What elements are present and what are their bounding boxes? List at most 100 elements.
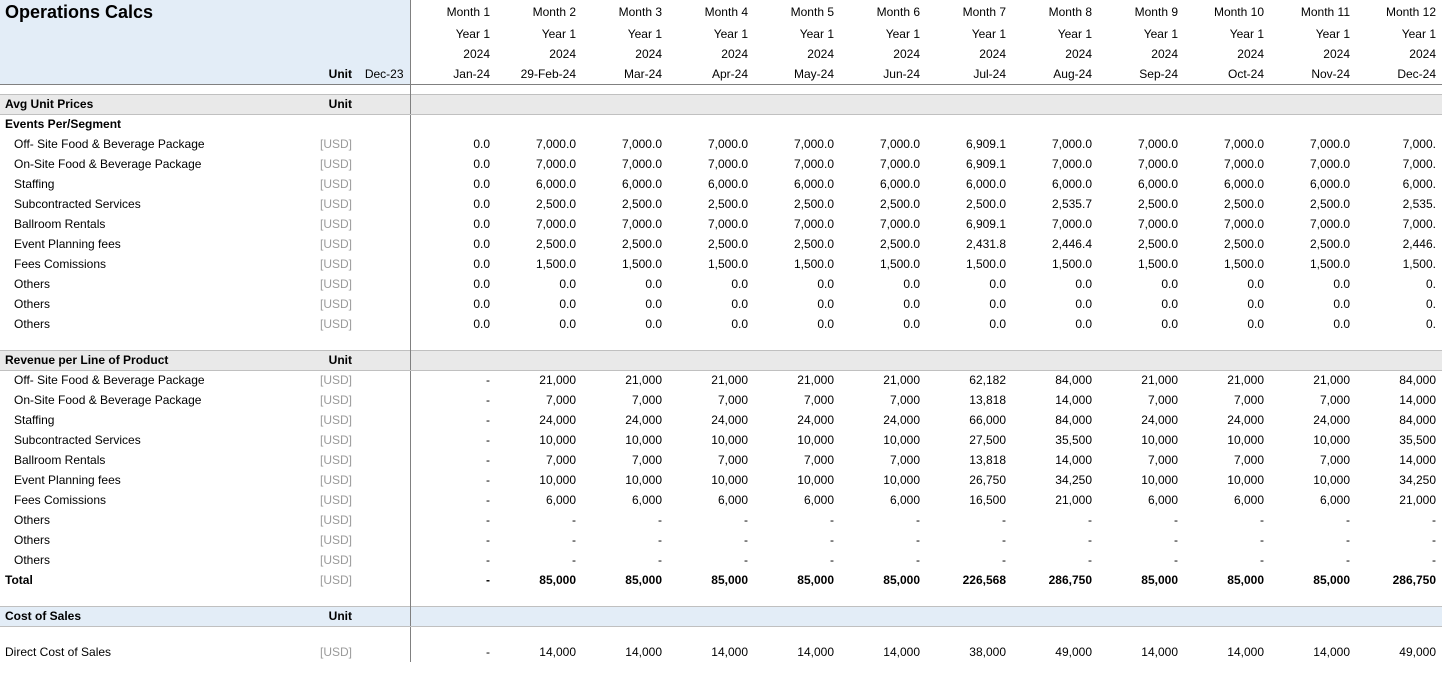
- col-month-9: Month 10: [1184, 0, 1270, 24]
- cell: 7,000.0: [840, 154, 926, 174]
- total-cell: 85,000: [582, 570, 668, 590]
- cell: 35,500: [1012, 430, 1098, 450]
- cell: 10,000: [1184, 430, 1270, 450]
- cell: 34,250: [1012, 470, 1098, 490]
- cell: -: [926, 530, 1012, 550]
- row-label: Others: [0, 314, 310, 334]
- cell: 14,000: [1184, 642, 1270, 662]
- cell: -: [410, 410, 496, 430]
- cell: 0.0: [1012, 314, 1098, 334]
- cell: 14,000: [1012, 450, 1098, 470]
- row-label: Event Planning fees: [0, 234, 310, 254]
- cell: 0.0: [410, 134, 496, 154]
- cell: 7,000.0: [1270, 214, 1356, 234]
- cell: 14,000: [1356, 450, 1442, 470]
- cell: 6,000.0: [1270, 174, 1356, 194]
- cell: 7,000.0: [1270, 134, 1356, 154]
- col-label-8: Sep-24: [1098, 64, 1184, 84]
- row-label: Event Planning fees: [0, 470, 310, 490]
- row-unit: [USD]: [310, 234, 360, 254]
- total-cell: 286,750: [1356, 570, 1442, 590]
- cell: 2,500.0: [926, 194, 1012, 214]
- cell: 0.0: [582, 274, 668, 294]
- cell: 1,500.0: [496, 254, 582, 274]
- cell: 7,000: [668, 390, 754, 410]
- cell: 0.0: [410, 234, 496, 254]
- row-unit: [USD]: [310, 410, 360, 430]
- cell: 0.0: [926, 294, 1012, 314]
- cell: 0.0: [1270, 314, 1356, 334]
- cell: 0.0: [496, 274, 582, 294]
- cell: 21,000: [1356, 490, 1442, 510]
- section-1: Revenue per Line of Product: [0, 350, 310, 370]
- spreadsheet: Operations CalcsMonth 1Month 2Month 3Mon…: [0, 0, 1445, 662]
- cell: 6,000.0: [754, 174, 840, 194]
- cell: -: [754, 550, 840, 570]
- cell: 7,000.0: [668, 154, 754, 174]
- row-label: Subcontracted Services: [0, 430, 310, 450]
- cell: 24,000: [754, 410, 840, 430]
- cell: 7,000.0: [754, 134, 840, 154]
- cell: 2,500.0: [754, 234, 840, 254]
- cell: 1,500.0: [1098, 254, 1184, 274]
- cell: 7,000: [582, 390, 668, 410]
- cell: 21,000: [1012, 490, 1098, 510]
- cell: 7,000.0: [1098, 134, 1184, 154]
- cell: 7,000.0: [1098, 214, 1184, 234]
- cell: 7,000.0: [1012, 154, 1098, 174]
- cell: 24,000: [1270, 410, 1356, 430]
- cell: 6,000.0: [496, 174, 582, 194]
- cell: 1,500.0: [668, 254, 754, 274]
- cell: 1,500.0: [840, 254, 926, 274]
- col-label-1: 29-Feb-24: [496, 64, 582, 84]
- cell: 14,000: [1012, 390, 1098, 410]
- cell: 7,000: [1184, 390, 1270, 410]
- cell: -: [926, 550, 1012, 570]
- row-label: Ballroom Rentals: [0, 450, 310, 470]
- row-label: On-Site Food & Beverage Package: [0, 154, 310, 174]
- row-label: Subcontracted Services: [0, 194, 310, 214]
- cell: 2,500.0: [1184, 194, 1270, 214]
- row-unit: [USD]: [310, 174, 360, 194]
- cell: 10,000: [1270, 430, 1356, 450]
- cell: 0.0: [1184, 294, 1270, 314]
- operations-table: Operations CalcsMonth 1Month 2Month 3Mon…: [0, 0, 1442, 662]
- row-unit: [USD]: [310, 214, 360, 234]
- row-unit: [USD]: [310, 470, 360, 490]
- cell: 7,000.: [1356, 154, 1442, 174]
- cell: 14,000: [582, 642, 668, 662]
- cell: 38,000: [926, 642, 1012, 662]
- total-cell: 85,000: [1184, 570, 1270, 590]
- cell: 2,535.7: [1012, 194, 1098, 214]
- row-label: Others: [0, 294, 310, 314]
- cell: 10,000: [496, 470, 582, 490]
- cell: 1,500.0: [754, 254, 840, 274]
- col-month-10: Month 11: [1270, 0, 1356, 24]
- total-cell: 85,000: [668, 570, 754, 590]
- cell: 7,000: [840, 390, 926, 410]
- cell: 21,000: [1098, 370, 1184, 390]
- cell: -: [410, 430, 496, 450]
- page-title: Operations Calcs: [0, 0, 310, 24]
- cell: -: [1098, 550, 1184, 570]
- cell: -: [754, 510, 840, 530]
- row-label: Others: [0, 510, 310, 530]
- cell: 21,000: [582, 370, 668, 390]
- cell: 84,000: [1356, 410, 1442, 430]
- cell: -: [1270, 510, 1356, 530]
- cell: 0.0: [1184, 274, 1270, 294]
- cell: 1,500.0: [926, 254, 1012, 274]
- cell: 14,000: [754, 642, 840, 662]
- cell: -: [496, 550, 582, 570]
- row-unit: [USD]: [310, 254, 360, 274]
- cell: 2,500.0: [668, 234, 754, 254]
- cell: 0.0: [582, 314, 668, 334]
- cell: 34,250: [1356, 470, 1442, 490]
- row-unit: [USD]: [310, 294, 360, 314]
- cell: 7,000.0: [1012, 134, 1098, 154]
- cell: 0.0: [410, 314, 496, 334]
- cell: -: [754, 530, 840, 550]
- row-unit: [USD]: [310, 154, 360, 174]
- col-month-8: Month 9: [1098, 0, 1184, 24]
- cell: 6,000: [668, 490, 754, 510]
